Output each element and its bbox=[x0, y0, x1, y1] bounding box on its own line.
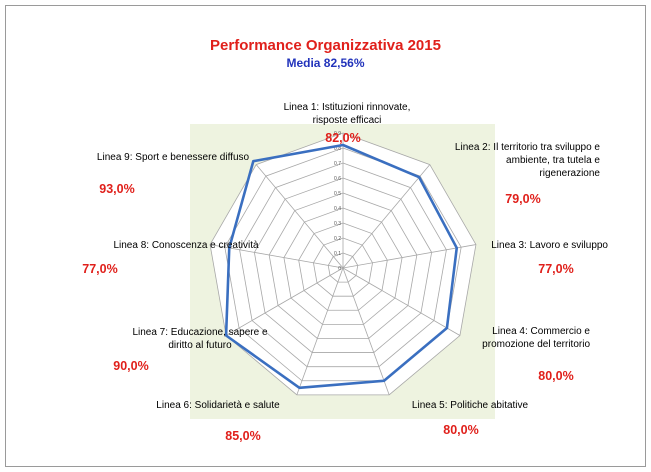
value-label: 93,0% bbox=[99, 182, 134, 196]
value-label: 80,0% bbox=[538, 369, 573, 383]
category-label: Linea 4: Commercio e promozione del terri… bbox=[482, 326, 590, 350]
grid-ring bbox=[313, 237, 373, 297]
category-label: Linea 8: Conoscenza e creatività bbox=[113, 240, 259, 251]
tick-label: 0,5 bbox=[334, 191, 341, 197]
tick-label: 0,9 bbox=[334, 131, 341, 137]
value-label: 80,0% bbox=[443, 423, 478, 437]
category-label: Linea 2: Il territorio tra sviluppo e amb… bbox=[455, 142, 601, 179]
grid-spoke bbox=[342, 267, 461, 336]
tick-label: 0,6 bbox=[334, 176, 341, 182]
category-label: Linea 6: Solidarietà e salute bbox=[156, 400, 280, 411]
category-label: Linea 5: Politiche abitative bbox=[412, 400, 529, 411]
grid-ring bbox=[224, 147, 462, 382]
value-label: 77,0% bbox=[82, 262, 117, 276]
radial-tick-labels: 0 0,1 0,2 0,3 0,4 0,5 0,6 0,7 0,8 0,9 bbox=[334, 131, 341, 272]
grid-spoke bbox=[342, 244, 477, 269]
category-labels: Linea 1: Istituzioni rinnovate, risposte … bbox=[82, 102, 608, 443]
value-label: 79,0% bbox=[505, 192, 540, 206]
grid-spoke bbox=[255, 164, 344, 269]
value-label: 82,0% bbox=[325, 131, 360, 145]
tick-label: 0,3 bbox=[334, 221, 341, 227]
tick-label: 0,4 bbox=[334, 206, 341, 212]
grid-ring bbox=[283, 207, 403, 325]
grid-spoke bbox=[225, 267, 344, 336]
category-label: Linea 3: Lavoro e sviluppo bbox=[491, 240, 608, 251]
value-label: 90,0% bbox=[113, 359, 148, 373]
tick-label: 0,1 bbox=[334, 251, 341, 257]
grid-spoke bbox=[342, 267, 390, 395]
grid-spoke bbox=[209, 244, 344, 269]
grid-ring bbox=[253, 177, 433, 353]
value-label: 77,0% bbox=[538, 262, 573, 276]
category-label: Linea 9: Sport e benessere diffuso bbox=[97, 152, 250, 163]
series-line bbox=[224, 143, 459, 390]
grid-spoke bbox=[296, 267, 344, 395]
chart-subtitle: Media 82,56% bbox=[286, 56, 365, 70]
tick-label: 0 bbox=[338, 266, 341, 272]
grid-ring bbox=[268, 192, 418, 339]
category-label: Linea 1: Istituzioni rinnovate, risposte … bbox=[284, 102, 411, 126]
grid-ring bbox=[327, 252, 359, 283]
category-label: Linea 7: Educazione, sapere e diritto al … bbox=[132, 327, 268, 351]
grid-spoke bbox=[342, 164, 431, 269]
grid-ring bbox=[239, 162, 447, 368]
tick-label: 0,2 bbox=[334, 236, 341, 242]
chart-title: Performance Organizzativa 2015 bbox=[210, 37, 441, 54]
grid-ring bbox=[298, 222, 388, 311]
tick-label: 0,7 bbox=[334, 161, 341, 167]
radar-grid bbox=[209, 132, 477, 396]
tick-label: 0,8 bbox=[334, 146, 341, 152]
value-label: 85,0% bbox=[225, 429, 260, 443]
